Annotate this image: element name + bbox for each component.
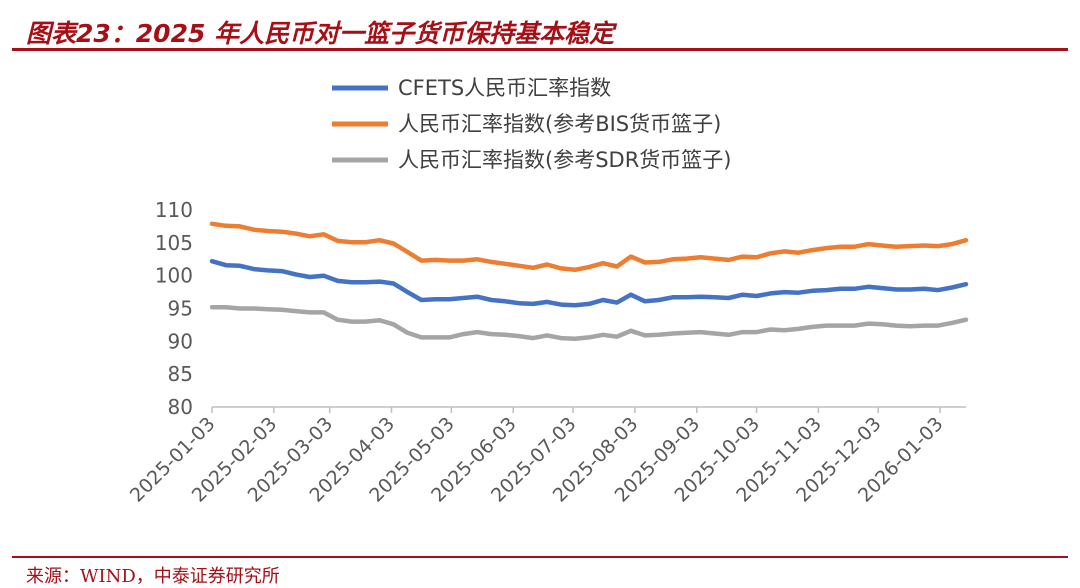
- x-axis: 2025-01-032025-02-032025-03-032025-04-03…: [126, 406, 966, 507]
- plot-lines: [209, 221, 969, 341]
- y-tick-label: 95: [168, 297, 193, 321]
- y-axis: 80 85 90 95 100 105 110: [155, 198, 193, 419]
- source-rule: [12, 556, 1068, 558]
- legend-label-2: 人民币汇率指数(参考BIS货币篮子): [398, 112, 721, 136]
- legend-label-3: 人民币汇率指数(参考SDR货币篮子): [398, 148, 731, 172]
- series-line-1: [209, 258, 969, 308]
- y-tick-label: 105: [155, 231, 193, 255]
- series-line-2: [209, 221, 969, 273]
- source-note: 来源：WIND，中泰证券研究所: [26, 566, 280, 587]
- y-tick-label: 100: [155, 264, 193, 288]
- legend-label-1: CFETS人民币汇率指数: [398, 76, 611, 100]
- chart-title: 图表23：2025 年人民币对一篮子货币保持基本稳定: [26, 19, 615, 48]
- y-tick-label: 80: [168, 395, 193, 419]
- y-tick-label: 110: [155, 198, 193, 222]
- y-tick-label: 90: [168, 329, 193, 353]
- title-bar: 图表23：2025 年人民币对一篮子货币保持基本稳定: [0, 0, 1080, 51]
- series-line-3: [209, 304, 969, 341]
- title-rule: [12, 48, 1068, 51]
- y-tick-label: 85: [168, 362, 193, 386]
